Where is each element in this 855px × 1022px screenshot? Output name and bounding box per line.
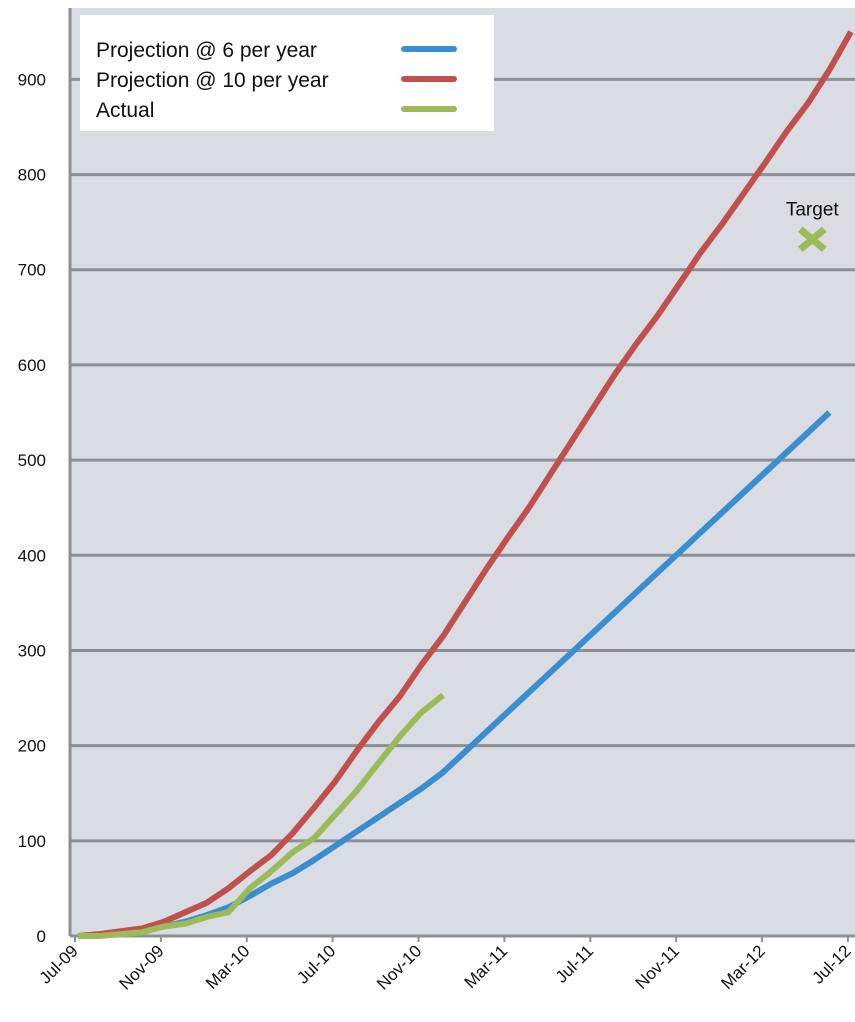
legend-text: Projection @ 6 per year: [96, 39, 317, 62]
series-line: [78, 692, 445, 939]
x-tick-label: Mar-12: [717, 941, 769, 993]
x-tick-label: Nov-11: [632, 941, 683, 992]
x-tick-label: Jul-10: [293, 941, 339, 987]
target-label: Target: [786, 199, 840, 220]
x-tick-label: Nov-10: [373, 941, 425, 993]
legend-text: Projection @ 10 per year: [96, 69, 329, 92]
x-tick-label: Mar-10: [202, 941, 254, 993]
y-tick-label: 400: [18, 546, 46, 565]
y-tick-label: 100: [18, 832, 46, 851]
plot-background: [70, 8, 855, 936]
series-line: [77, 30, 854, 939]
x-tick-label: Mar-11: [461, 941, 512, 992]
x-tick-label: Jul-09: [36, 941, 82, 987]
y-tick-label: 0: [37, 927, 46, 946]
target-marker: [798, 226, 827, 252]
legend-text: Actual: [96, 99, 154, 122]
x-tick-label: Jul-11: [552, 941, 597, 986]
x-tick-label: Jul-12: [809, 941, 855, 987]
y-tick-label: 200: [18, 737, 46, 756]
y-tick-label: 500: [18, 451, 46, 470]
y-tick-label: 600: [18, 356, 46, 375]
y-tick-label: 300: [18, 641, 46, 660]
y-tick-label: 900: [18, 70, 46, 89]
x-tick-label: Nov-09: [116, 941, 168, 993]
y-tick-label: 800: [18, 166, 46, 185]
target-cross: [798, 226, 827, 252]
y-tick-label: 700: [18, 261, 46, 280]
